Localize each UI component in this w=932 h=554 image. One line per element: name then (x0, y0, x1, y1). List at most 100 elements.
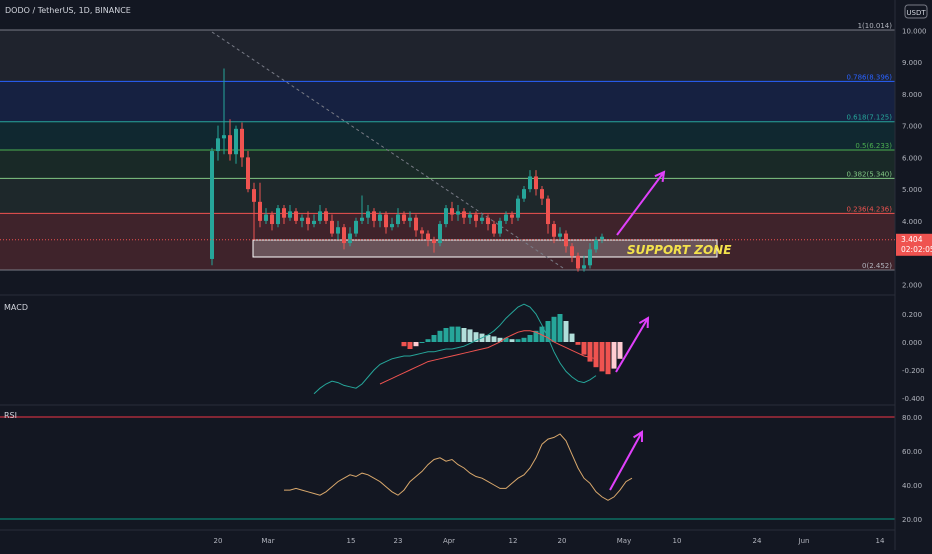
candle-body (486, 217, 490, 225)
macd-histogram-bar (569, 333, 575, 342)
macd-histogram-bar (563, 321, 569, 342)
macd-tick-label: -0.200 (902, 367, 925, 375)
price-tick-label: 6.000 (902, 154, 922, 162)
price-tick-label: 5.000 (902, 186, 922, 194)
macd-histogram-bar (521, 337, 527, 342)
candle-body (270, 214, 274, 225)
fib-level-label: 0.618(7.125) (846, 114, 892, 122)
macd-histogram-bar (455, 326, 461, 342)
currency-label: USDT (906, 9, 926, 17)
date-tick-label: 12 (509, 537, 518, 545)
fib-band (0, 30, 895, 82)
candle-body (420, 230, 424, 234)
candle-body (432, 239, 436, 244)
macd-histogram-bar (473, 332, 479, 342)
macd-histogram-bar (467, 329, 473, 342)
candle-body (210, 151, 214, 259)
fib-level-label: 1(10.014) (858, 22, 893, 30)
macd-histogram-bar (431, 335, 437, 342)
candle-body (516, 198, 520, 218)
candle-body (570, 246, 574, 256)
macd-histogram-bar (413, 342, 419, 347)
macd-signal-line (379, 330, 597, 385)
candle-body (288, 211, 292, 218)
macd-histogram-bar (557, 314, 563, 342)
currency-badge[interactable] (904, 4, 928, 19)
fib-level-label: 0.236(4.236) (846, 205, 892, 213)
candle-body (480, 217, 484, 221)
candle-body (324, 211, 328, 221)
trend-arrow-shaft (615, 317, 649, 373)
candle-body (252, 189, 256, 202)
candle-body (576, 255, 580, 269)
macd-histogram-bar (575, 342, 581, 345)
candle-body (438, 224, 442, 244)
candle-body (240, 128, 244, 158)
date-tick-label: Apr (443, 537, 455, 545)
candle-body (294, 211, 298, 221)
annotation-arrows (609, 170, 666, 491)
candle-body (258, 201, 262, 221)
macd-histogram-bar (491, 336, 497, 342)
macd-histogram-bar (443, 328, 449, 342)
date-tick-label: 20 (558, 537, 567, 545)
candle-body (552, 224, 556, 237)
macd-histogram-bar (599, 342, 605, 372)
candle-body (372, 211, 376, 221)
candle-body (336, 227, 340, 234)
candle-body (216, 138, 220, 152)
candle-body (492, 224, 496, 234)
date-tick-label: 24 (753, 537, 762, 545)
trend-arrow-shaft (616, 171, 665, 236)
candle-body (276, 208, 280, 225)
trend-arrow-head (654, 170, 666, 183)
macd-tick-label: -0.400 (902, 395, 925, 403)
price-tick-label: 8.000 (902, 91, 922, 99)
candle-body (468, 214, 472, 218)
candle-body (234, 128, 238, 155)
trend-arrow-head (638, 316, 650, 329)
macd-histogram-bar (503, 337, 509, 342)
date-tick-label: 10 (673, 537, 682, 545)
date-tick-label: 15 (347, 537, 356, 545)
candle-body (426, 233, 430, 240)
macd-title: MACD (4, 303, 28, 312)
macd-histogram-bar (617, 342, 623, 359)
macd-histogram-bar (485, 335, 491, 342)
fib-level-label: 0(2.452) (862, 262, 892, 270)
candle-body (300, 217, 304, 221)
candle-body (378, 214, 382, 221)
fib-band (0, 121, 895, 150)
candle-body (474, 214, 478, 221)
candle-body (408, 217, 412, 221)
macd-line (313, 303, 597, 395)
candlesticks (210, 68, 604, 272)
price-tick-label: 2.000 (902, 281, 922, 289)
date-tick-label: 23 (394, 537, 403, 545)
price-tick-label: 9.000 (902, 59, 922, 67)
date-tick-label: 14 (876, 537, 885, 545)
candle-body (414, 217, 418, 231)
candle-body (528, 176, 532, 190)
candle-body (510, 214, 514, 218)
candle-body (384, 214, 388, 228)
rsi-line (284, 433, 633, 501)
candle-body (504, 214, 508, 221)
support-zone-label: SUPPORT ZONE (627, 243, 732, 257)
candle-body (558, 233, 562, 237)
price-tick-label: 10.000 (902, 27, 927, 35)
date-tick-label: Mar (261, 537, 274, 545)
macd-histogram-bar (539, 326, 545, 342)
trend-arrow-head (633, 430, 644, 443)
macd-histogram-bar (611, 342, 617, 369)
fib-bands (0, 30, 895, 270)
candle-body (498, 220, 502, 234)
macd-histogram-bar (587, 342, 593, 362)
candle-body (306, 217, 310, 225)
fib-lines: 1(10.014) 0.786(8.396) 0.618(7.125) 0.5(6.2… (0, 22, 895, 271)
symbol-title: DODO / TetherUS, 1D, BINANCE (5, 6, 131, 15)
candle-body (534, 176, 538, 190)
candle-body (546, 198, 550, 225)
